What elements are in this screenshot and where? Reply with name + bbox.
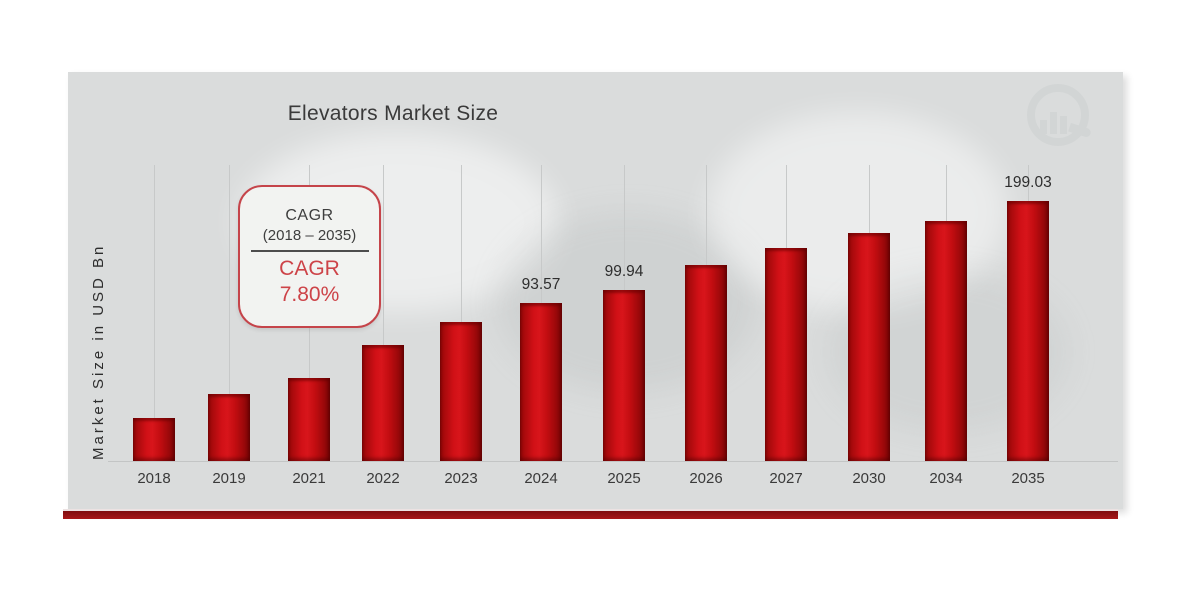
x-tick-label-2034: 2034 (929, 470, 963, 487)
bar-2027 (765, 248, 807, 461)
bar-2019 (208, 394, 250, 461)
category-gridline (461, 165, 462, 461)
x-tick-label-2024: 2024 (524, 470, 558, 487)
bar-2034 (925, 221, 967, 461)
data-label-2025: 99.94 (604, 263, 644, 280)
x-tick-label-2027: 2027 (769, 470, 803, 487)
bar-2025 (603, 290, 645, 461)
logo-chart-bar-icon (1040, 120, 1047, 134)
cagr-callout-box: CAGR (2018 – 2035) CAGR 7.80% (238, 185, 381, 328)
x-tick-label-2022: 2022 (366, 470, 400, 487)
x-axis-baseline (108, 461, 1118, 462)
cagr-heading: CAGR (285, 206, 334, 224)
brand-logo-watermark-icon (1013, 82, 1103, 148)
plot-area: 2018 2019 2021 2022 2023 93.57 2024 99.94 2025 20… (68, 72, 1123, 509)
x-tick-label-2019: 2019 (212, 470, 246, 487)
bar-2022 (362, 345, 404, 461)
bottom-red-rule (63, 509, 1118, 519)
x-tick-label-2030: 2030 (852, 470, 886, 487)
bar-2024 (520, 303, 562, 461)
category-gridline (383, 165, 384, 461)
bar-2021 (288, 378, 330, 461)
bar-2030 (848, 233, 890, 461)
bar-2026 (685, 265, 727, 461)
cagr-divider (250, 249, 369, 252)
cagr-value: 7.80% (279, 282, 340, 306)
chart-title: Elevators Market Size (287, 102, 499, 125)
category-gridline (154, 165, 155, 461)
bar-2023 (440, 322, 482, 461)
x-tick-label-2021: 2021 (292, 470, 326, 487)
category-gridline (229, 165, 230, 461)
cagr-label: CAGR (279, 256, 340, 280)
data-label-2035: 199.03 (1004, 174, 1052, 191)
data-label-2024: 93.57 (521, 276, 561, 293)
magnifier-ring-icon (1027, 84, 1089, 146)
bar-2018 (133, 418, 175, 461)
x-tick-label-2025: 2025 (607, 470, 641, 487)
cagr-period: (2018 – 2035) (262, 226, 357, 244)
logo-chart-bar-icon (1050, 112, 1057, 134)
x-tick-label-2023: 2023 (444, 470, 478, 487)
chart-panel: Elevators Market Size Market Size in USD… (68, 72, 1123, 509)
x-tick-label-2026: 2026 (689, 470, 723, 487)
bar-2035 (1007, 201, 1049, 461)
x-tick-label-2018: 2018 (137, 470, 171, 487)
logo-chart-bar-icon (1060, 116, 1067, 134)
x-tick-label-2035: 2035 (1011, 470, 1045, 487)
